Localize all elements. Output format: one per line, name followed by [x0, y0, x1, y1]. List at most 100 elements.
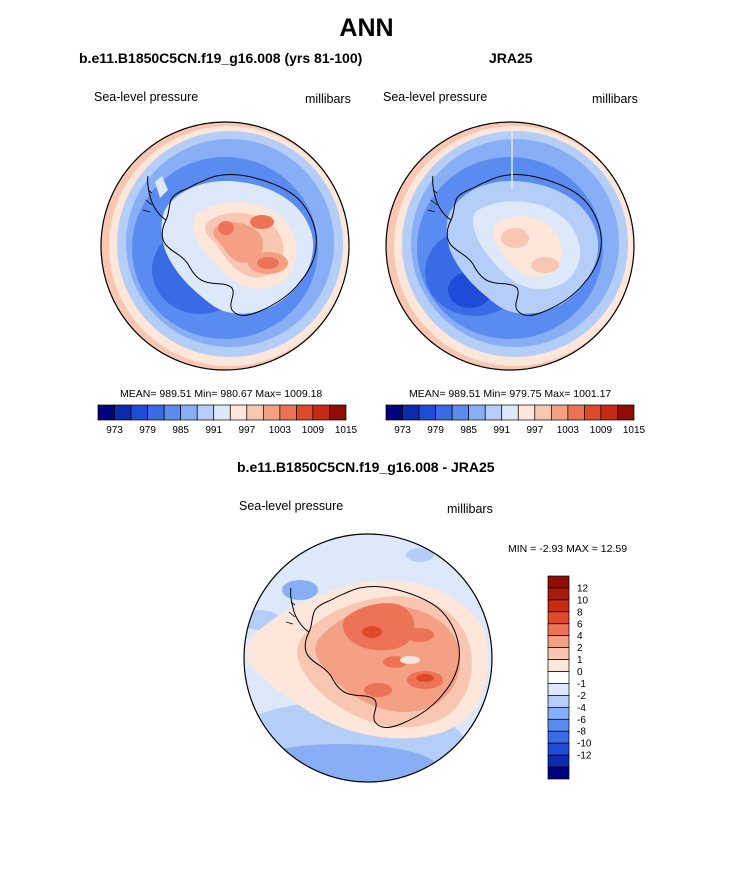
map-panel-3 — [244, 534, 492, 782]
colorbar-3-swatch — [547, 671, 570, 684]
colorbar-1-swatch — [262, 404, 281, 421]
map-1-high-d — [218, 221, 234, 235]
colorbar-1-tick-label: 997 — [238, 425, 255, 436]
map-1-high-c — [250, 215, 274, 229]
colorbar-3-swatch — [547, 718, 570, 732]
colorbar-3-tick-label: -10 — [577, 739, 592, 750]
colorbar-1-tick-label: 973 — [106, 425, 123, 436]
colorbar-2-swatch — [418, 404, 436, 421]
colorbar-1-tick-label: 1009 — [302, 425, 325, 436]
colorbar-3-tick-label: -1 — [577, 679, 586, 690]
colorbar-1: 973 979 985 991 997 1003 1009 1015 — [97, 404, 358, 436]
colorbar-1-tick-label: 1015 — [335, 425, 358, 436]
colorbar-2-tick-label: 973 — [394, 425, 411, 436]
colorbar-2-swatch — [501, 404, 519, 421]
map-1-antarctica-coastline — [161, 174, 317, 316]
colorbar-3-swatch — [547, 766, 570, 780]
colorbar-3-swatch — [547, 683, 570, 696]
map-3-south-blue — [244, 744, 440, 782]
map-3-max-c — [406, 628, 434, 642]
panel-2-units-label: millibars — [592, 92, 638, 106]
colorbar-2-swatch — [435, 404, 453, 421]
colorbar-1-tick-label: 1003 — [269, 425, 292, 436]
colorbar-3-swatch — [547, 587, 570, 601]
colorbar-3-swatch — [547, 611, 570, 625]
colorbar-3-tick-label: -12 — [577, 751, 592, 762]
colorbar-2-swatch — [534, 404, 552, 421]
panel-1-units-label: millibars — [305, 92, 351, 106]
colorbar-2-tick-label: 1003 — [557, 425, 580, 436]
panel-3-units-label: millibars — [447, 502, 493, 516]
colorbar-2-swatch — [584, 404, 602, 421]
panel-3-stats: MIN = -2.93 MAX = 12.59 — [508, 543, 628, 555]
colorbar-3-swatch — [547, 599, 570, 613]
map-panel-2 — [386, 122, 634, 370]
colorbar-1-swatch — [97, 404, 115, 421]
map-1-peninsula-tint — [155, 176, 168, 198]
map-2-antarctica-coastline — [446, 174, 602, 316]
colorbar-2-swatch — [600, 404, 618, 421]
colorbar-2-swatch — [617, 404, 635, 421]
colorbar-3-tick-label: 4 — [577, 631, 583, 642]
colorbar-3-tick-label: 8 — [577, 607, 583, 618]
colorbar-3-tick-label: 2 — [577, 643, 583, 654]
colorbar-2-swatch — [567, 404, 585, 421]
colorbar-2-tick-label: 1015 — [623, 425, 646, 436]
map-3-max-a — [342, 603, 415, 651]
colorbar-1-swatch — [180, 404, 198, 421]
colorbar-3-tick-label: 6 — [577, 619, 583, 630]
map-2-high-b — [531, 257, 559, 273]
map-2-boundary — [385, 121, 635, 371]
colorbar-3-tick-label: 0 — [577, 667, 583, 678]
map-3-boundary — [243, 533, 493, 783]
panel-1-variable-label: Sea-level pressure — [94, 90, 199, 104]
colorbar-3-swatch — [547, 635, 570, 648]
map-1-peninsula-coastline — [147, 175, 167, 221]
map-3-max-e — [364, 683, 392, 697]
colorbar-1-swatch — [329, 404, 347, 421]
map-3-low-patch-a — [282, 580, 318, 600]
panel-3-title: b.e11.B1850C5CN.f19_g16.008 - JRA25 — [237, 459, 495, 475]
map-3-peninsula-coastline — [290, 587, 310, 633]
colorbar-3-swatch — [547, 707, 570, 720]
colorbar-1-swatch — [312, 404, 330, 421]
colorbar-2-tick-label: 997 — [526, 425, 543, 436]
colorbar-3-swatch — [547, 647, 570, 660]
colorbar-2-tick-label: 1009 — [590, 425, 613, 436]
map-2-peninsula-coastline — [432, 175, 452, 221]
colorbar-1-swatch — [296, 404, 314, 421]
colorbar-1-swatch — [163, 404, 182, 421]
colorbar-3-swatch — [547, 695, 570, 708]
colorbar-3-swatch — [547, 754, 570, 768]
colorbar-2-tick-label: 979 — [427, 425, 444, 436]
colorbar-1-swatch — [196, 404, 215, 421]
colorbar-2-swatch — [484, 404, 503, 421]
colorbar-1-tick-label: 979 — [139, 425, 156, 436]
colorbar-1-tick-label: 991 — [205, 425, 222, 436]
colorbar-3-swatch — [547, 575, 570, 589]
map-3-islands — [285, 601, 296, 625]
panel-2-stats: MEAN= 989.51 Min= 979.75 Max= 1001.17 — [409, 388, 612, 400]
map-1-islands — [142, 189, 153, 213]
colorbar-2-tick-label: 991 — [493, 425, 510, 436]
colorbar-1-tick-label: 985 — [172, 425, 189, 436]
colorbar-3-swatch — [547, 730, 570, 744]
map-3-max-b-core — [416, 674, 434, 682]
map-panel-1 — [101, 122, 349, 370]
colorbar-1-swatch — [147, 404, 165, 421]
colorbar-3-tick-label: 12 — [577, 583, 589, 594]
colorbar-3-tick-label: 10 — [577, 595, 589, 606]
map-2-high-a — [501, 228, 529, 248]
colorbar-2-swatch — [517, 404, 536, 421]
map-3-antarctica-coastline — [304, 586, 460, 728]
colorbar-3-swatch — [547, 623, 570, 637]
colorbar-2-swatch — [451, 404, 470, 421]
figure-title: ANN — [339, 14, 394, 42]
map-1-high-b-core — [257, 257, 279, 269]
colorbar-1-swatch — [130, 404, 148, 421]
colorbar-3-tick-label: -2 — [577, 691, 586, 702]
colorbar-3-tick-label: -6 — [577, 715, 586, 726]
colorbar-2-tick-label: 985 — [460, 425, 477, 436]
